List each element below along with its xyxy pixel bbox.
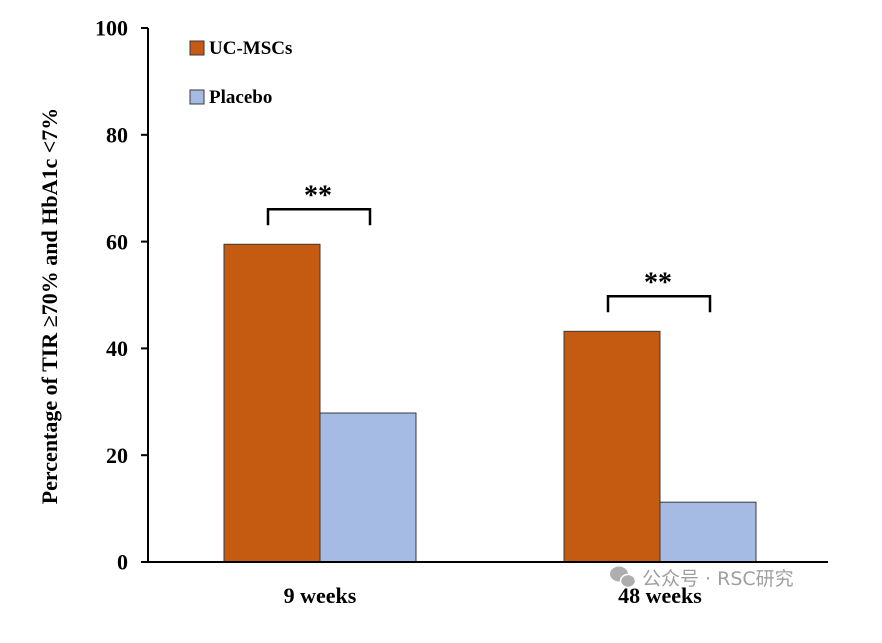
legend-swatch	[189, 89, 205, 105]
significance-bracket	[266, 208, 372, 226]
y-tick-label: 60	[106, 229, 128, 254]
y-tick-label: 80	[106, 123, 128, 148]
bar-uc-mscs-2	[563, 330, 661, 563]
significance-bracket	[606, 295, 712, 313]
bar-uc-mscs-1	[223, 243, 321, 563]
bar-placebo-2	[659, 501, 757, 563]
significance-label: **	[304, 180, 332, 211]
wechat-icon	[610, 566, 637, 589]
y-tick-label: 20	[106, 443, 128, 468]
y-tick-label: 0	[117, 550, 128, 575]
wechat-bubble-small	[619, 573, 637, 589]
y-tick-label: 100	[95, 16, 128, 41]
y-tick-label: 40	[106, 336, 128, 361]
x-tick-label: 9 weeks	[284, 583, 357, 608]
bar-placebo-1	[319, 412, 417, 563]
watermark: 公众号 · RSC研究	[610, 566, 794, 590]
legend-label: Placebo	[209, 87, 272, 108]
watermark-text: 公众号 · RSC研究	[642, 568, 794, 590]
legend-swatch	[189, 40, 205, 56]
y-axis-label: Percentage of TIR ≥70% and HbA1c <7%	[37, 108, 62, 505]
legend-label: UC-MSCs	[209, 38, 292, 59]
significance-label: **	[644, 267, 672, 298]
